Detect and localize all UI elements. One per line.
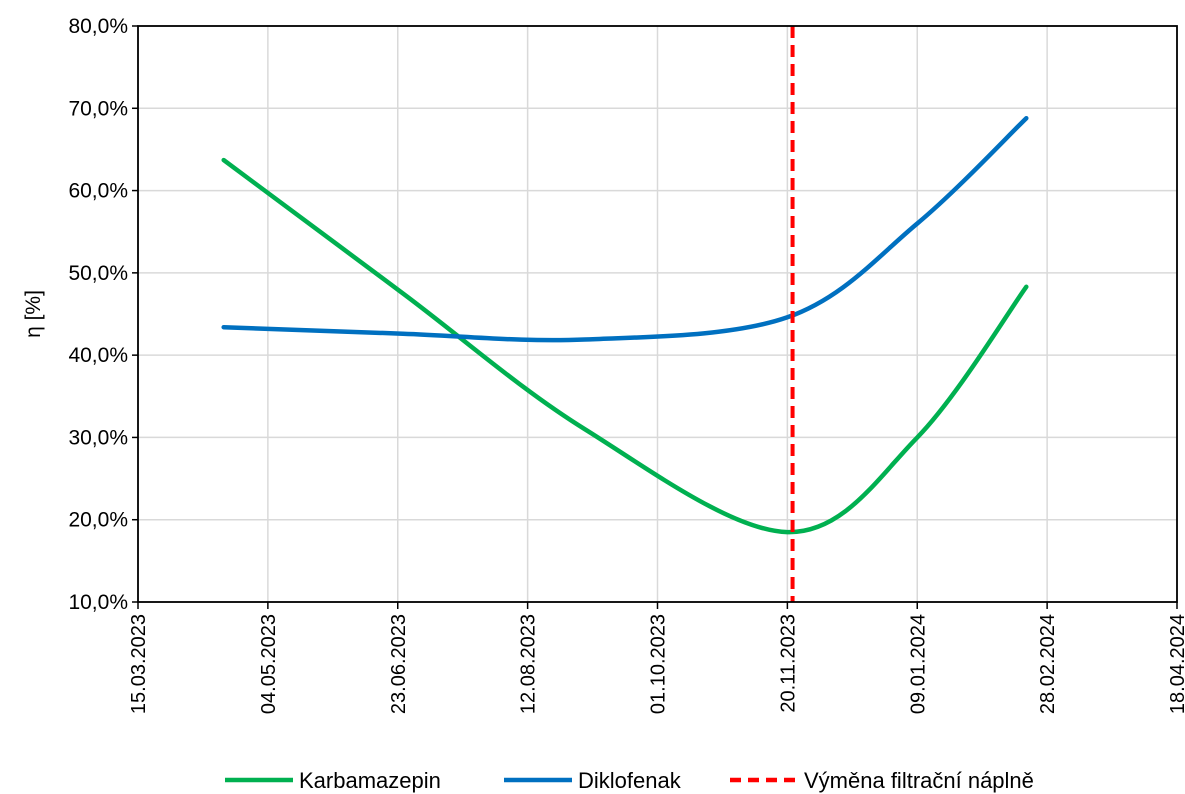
legend-item-1: Diklofenak xyxy=(504,768,682,793)
x-tick-label: 15.03.2023 xyxy=(128,614,150,714)
y-tick-label: 20,0% xyxy=(68,509,128,532)
y-tick-label: 70,0% xyxy=(68,97,128,120)
x-tick-label: 12.08.2023 xyxy=(518,614,540,714)
series-line-karbamazepin xyxy=(221,157,1029,535)
x-tick-label: 28.02.2024 xyxy=(1037,614,1059,714)
x-tick-label: 01.10.2023 xyxy=(648,614,670,714)
x-tick-label: 23.06.2023 xyxy=(388,614,410,714)
legend-item-2: Výměna filtrační náplně xyxy=(730,768,1034,793)
y-tick-label: 60,0% xyxy=(68,180,128,203)
y-tick-label: 50,0% xyxy=(68,262,128,285)
legend-item-0: Karbamazepin xyxy=(225,768,441,793)
grid-layer xyxy=(137,25,1178,603)
y-tick-label: 80,0% xyxy=(68,15,128,38)
x-tick-label: 20.11.2023 xyxy=(777,614,799,713)
series-line-diklofenak xyxy=(221,115,1029,343)
y-tick-label: 40,0% xyxy=(68,344,128,367)
y-axis-label: η [%] xyxy=(22,290,45,338)
y-tick-labels: 10,0% 20,0% 30,0% 40,0% 50,0% 60,0% 70,0% 80,0% xyxy=(68,15,138,614)
y-tick-label: 30,0% xyxy=(68,426,128,449)
legend-label: Výměna filtrační náplně xyxy=(804,768,1034,793)
legend: Karbamazepin Diklofenak Výměna filtrační n… xyxy=(225,768,1034,793)
x-tick-label: 09.01.2024 xyxy=(907,614,929,714)
x-tick-labels: 15.03.2023 04.05.2023 23.06.2023 12.08.2023… xyxy=(128,602,1185,714)
y-tick-label: 10,0% xyxy=(68,591,128,614)
legend-label: Karbamazepin xyxy=(299,768,441,793)
x-tick-label: 18.04.2024 xyxy=(1167,614,1185,714)
legend-label: Diklofenak xyxy=(578,768,682,793)
x-tick-label: 04.05.2023 xyxy=(258,614,280,714)
series-layer xyxy=(221,115,1029,535)
